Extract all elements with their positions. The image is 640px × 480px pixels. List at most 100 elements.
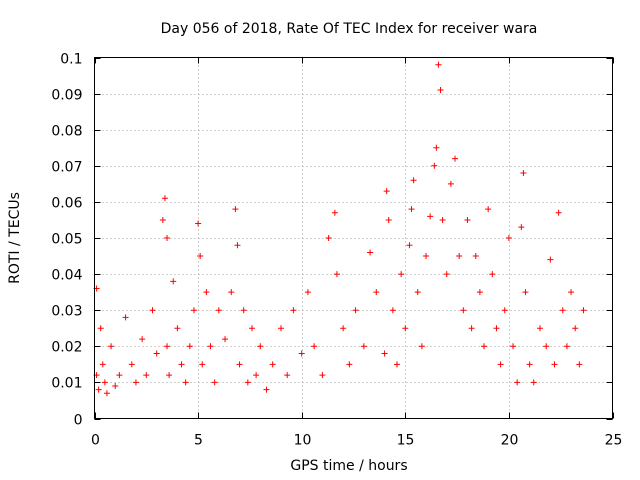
data-point xyxy=(174,325,181,332)
data-point xyxy=(166,372,173,379)
data-point xyxy=(269,361,276,368)
data-point xyxy=(290,307,297,314)
data-point xyxy=(493,325,500,332)
y-tick-label: 0.05 xyxy=(51,232,82,248)
x-axis-label: GPS time / hours xyxy=(290,458,407,474)
y-tick-label: 0.08 xyxy=(51,124,82,140)
data-point xyxy=(551,361,558,368)
data-point xyxy=(423,253,430,260)
x-tick-label: 0 xyxy=(91,433,100,449)
data-point xyxy=(139,336,146,343)
data-point xyxy=(228,289,235,296)
data-point xyxy=(164,235,171,241)
data-point xyxy=(414,289,421,296)
data-point xyxy=(211,379,218,386)
data-point xyxy=(427,213,434,220)
x-tick-label: 25 xyxy=(605,433,623,449)
data-point xyxy=(518,224,525,231)
data-point xyxy=(170,278,177,285)
x-tick-labels: 0 5 10 15 20 25 xyxy=(91,433,622,449)
data-point xyxy=(406,242,413,249)
data-point xyxy=(153,350,160,357)
data-point xyxy=(203,289,210,296)
data-point xyxy=(476,289,483,296)
data-point xyxy=(443,271,450,278)
data-point xyxy=(248,325,255,332)
data-point xyxy=(418,343,425,350)
data-point xyxy=(108,343,115,350)
data-point xyxy=(190,307,197,314)
data-point xyxy=(103,390,110,397)
data-point xyxy=(232,206,239,213)
data-point xyxy=(489,271,496,278)
y-tick-label: 0.02 xyxy=(51,340,82,356)
data-point xyxy=(164,343,171,350)
data-point xyxy=(298,350,305,357)
data-point xyxy=(576,361,583,368)
data-point xyxy=(373,289,380,296)
x-tick-label: 10 xyxy=(294,433,312,449)
data-point xyxy=(433,144,440,151)
data-point xyxy=(346,361,353,368)
grid xyxy=(94,57,613,419)
data-point xyxy=(97,325,104,332)
data-point xyxy=(547,256,554,263)
data-point xyxy=(514,379,521,386)
data-point xyxy=(284,372,291,379)
data-point xyxy=(530,379,537,386)
data-point xyxy=(304,289,311,296)
y-tick-label: 0.06 xyxy=(51,196,82,212)
data-point xyxy=(277,325,284,332)
data-point xyxy=(161,195,168,202)
data-point xyxy=(215,307,222,314)
data-point xyxy=(325,235,332,241)
data-point xyxy=(543,343,550,350)
y-tick-label: 0.03 xyxy=(51,304,82,320)
data-point xyxy=(360,343,367,350)
y-tick-label: 0.04 xyxy=(51,268,82,284)
y-tick-label: 0.07 xyxy=(51,160,82,176)
data-point xyxy=(331,209,338,216)
data-point xyxy=(520,170,527,177)
data-point xyxy=(99,361,106,368)
data-point xyxy=(311,343,318,350)
y-tick-label: 0 xyxy=(74,413,83,429)
data-point xyxy=(263,386,270,393)
chart-title: Day 056 of 2018, Rate Of TEC Index for r… xyxy=(161,21,538,37)
data-point xyxy=(182,379,189,386)
data-point xyxy=(186,343,193,350)
data-point xyxy=(199,361,206,368)
data-point xyxy=(447,180,454,187)
data-point xyxy=(383,188,390,195)
data-point xyxy=(333,271,340,278)
data-point xyxy=(352,307,359,314)
data-point xyxy=(95,386,102,393)
data-point xyxy=(501,307,508,314)
data-point xyxy=(563,343,570,350)
data-point xyxy=(398,271,405,278)
data-point xyxy=(159,216,166,223)
data-point xyxy=(580,307,587,314)
data-point xyxy=(101,379,108,386)
data-points xyxy=(93,61,587,397)
data-point xyxy=(207,343,214,350)
data-point xyxy=(505,235,512,241)
data-point xyxy=(385,216,392,223)
data-point xyxy=(112,383,119,390)
data-point xyxy=(408,206,415,213)
data-point xyxy=(381,350,388,357)
data-point xyxy=(472,253,479,260)
data-point xyxy=(236,361,243,368)
data-point xyxy=(234,242,241,249)
data-point xyxy=(439,216,446,223)
y-tick-label: 0.01 xyxy=(51,376,82,392)
data-point xyxy=(559,307,566,314)
data-point xyxy=(485,206,492,213)
data-point xyxy=(197,253,204,260)
data-point xyxy=(319,372,326,379)
data-point xyxy=(178,361,185,368)
data-point xyxy=(522,289,529,296)
data-point xyxy=(122,314,129,321)
data-point xyxy=(340,325,347,332)
